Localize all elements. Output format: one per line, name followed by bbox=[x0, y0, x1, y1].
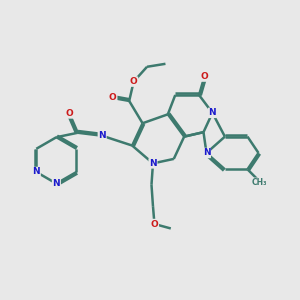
Text: O: O bbox=[109, 94, 117, 103]
Text: N: N bbox=[149, 159, 157, 168]
Text: N: N bbox=[98, 131, 106, 140]
Text: CH₃: CH₃ bbox=[252, 178, 267, 187]
Text: N: N bbox=[203, 148, 210, 158]
Text: O: O bbox=[66, 109, 73, 118]
Text: O: O bbox=[130, 77, 137, 86]
Text: O: O bbox=[200, 72, 208, 81]
Text: N: N bbox=[52, 179, 60, 188]
Text: N: N bbox=[208, 108, 216, 117]
Text: N: N bbox=[32, 167, 40, 176]
Text: O: O bbox=[151, 220, 158, 229]
